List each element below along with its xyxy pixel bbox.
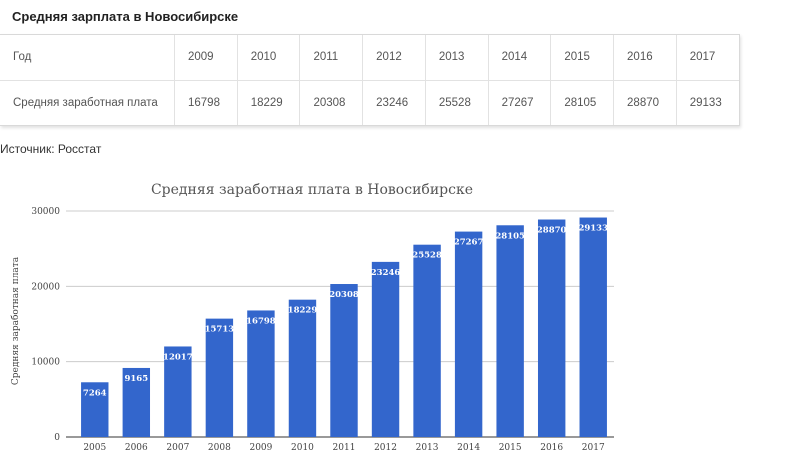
- bar-value-label: 9165: [124, 374, 148, 384]
- table-cell-value: 18229: [236, 79, 300, 125]
- table-cell-value: 28870: [613, 79, 677, 125]
- table-cell-year: 2011: [299, 35, 363, 80]
- table-cell-value: 25528: [424, 79, 489, 125]
- bar: [81, 382, 109, 437]
- table-row-values: Средняя заработная плата 16798 18229 20308…: [0, 79, 739, 125]
- bar: [454, 231, 483, 437]
- source-note: Источник: Росстат: [0, 142, 102, 156]
- x-tick-label: 2012: [374, 443, 397, 453]
- x-tick-label: 2007: [166, 443, 189, 453]
- bar: [330, 284, 358, 437]
- y-tick-label: 30000: [31, 207, 60, 217]
- bar-value-label: 16798: [246, 316, 276, 326]
- bar-value-label: 23246: [371, 268, 401, 278]
- bar-value-label: 15713: [205, 325, 235, 335]
- table-cell-value: 23246: [362, 79, 426, 125]
- bar: [164, 346, 192, 437]
- salary-bar-chart: Средняя заработная плата в Новосибирске …: [10, 182, 614, 453]
- y-tick-label: 0: [54, 433, 60, 443]
- x-tick-label: 2010: [291, 443, 314, 453]
- bar-value-label: 25528: [412, 251, 442, 261]
- table-cell-year: 2010: [236, 35, 300, 80]
- page-title: Средняя зарплата в Новосибирске: [12, 9, 239, 24]
- x-tick-label: 2016: [540, 443, 563, 453]
- bar: [247, 310, 275, 437]
- bar-value-label: 27267: [454, 238, 484, 248]
- salary-table-container: Год 2009 2010 2011 2012 2013 2014 2015 2016 2017…: [0, 34, 740, 126]
- table-header-label: Год: [13, 51, 32, 64]
- bar-value-label: 12017: [163, 352, 193, 362]
- bar: [205, 318, 234, 437]
- bar: [122, 367, 151, 437]
- bar: [537, 219, 566, 437]
- table-cell-value: 29133: [675, 79, 739, 125]
- table-cell-year: 2009: [174, 35, 238, 80]
- table-cell-year: 2015: [550, 35, 614, 80]
- table-cell-year: 2013: [424, 35, 489, 80]
- table-cell-year: 2014: [487, 35, 551, 80]
- table-cell-value: 27267: [487, 79, 551, 125]
- bars: [81, 217, 607, 437]
- y-tick-label: 20000: [31, 282, 60, 292]
- bar-value-label: 20308: [329, 290, 359, 300]
- x-tick-label: 2006: [125, 443, 148, 453]
- y-tick-label: 10000: [31, 358, 60, 368]
- bar: [579, 217, 607, 437]
- bar-value-label: 28870: [537, 226, 567, 236]
- table-row-label: Средняя заработная плата: [0, 79, 175, 125]
- bar: [288, 299, 317, 437]
- bar-value-label: 7264: [83, 388, 107, 398]
- table-cell-value: 16798: [174, 79, 238, 125]
- bar-value-label: 29133: [578, 224, 608, 234]
- bar: [371, 261, 400, 437]
- table-cell-year: 2017: [675, 35, 739, 80]
- bar: [496, 225, 524, 437]
- bar-value-label: 28105: [495, 231, 525, 241]
- chart-title: Средняя заработная плата в Новосибирске: [151, 182, 473, 198]
- x-tick-label: 2008: [208, 443, 231, 453]
- salary-table: Год 2009 2010 2011 2012 2013 2014 2015 2016 2017…: [0, 35, 739, 125]
- x-tick-label: 2017: [582, 443, 605, 453]
- y-axis-title: Средняя заработная плата: [10, 256, 21, 385]
- table-cell-value: 28105: [550, 79, 614, 125]
- x-tick-label: 2015: [499, 443, 522, 453]
- table-cell-value: 20308: [299, 79, 363, 125]
- x-tick-label: 2011: [333, 443, 356, 453]
- table-row-years: Год 2009 2010 2011 2012 2013 2014 2015 2016 2017: [0, 35, 739, 80]
- table-cell-year: 2016: [613, 35, 677, 80]
- bar-value-label: 18229: [288, 306, 318, 316]
- x-tick-label: 2014: [457, 443, 480, 453]
- table-cell-year: 2012: [362, 35, 426, 80]
- x-tick-label: 2005: [83, 443, 106, 453]
- tick-labels: 0 10000 20000 30000 7264 2005 9165 2006 12017 200…: [31, 207, 608, 453]
- x-tick-label: 2009: [249, 443, 272, 453]
- bar: [413, 244, 441, 437]
- x-tick-label: 2013: [416, 443, 439, 453]
